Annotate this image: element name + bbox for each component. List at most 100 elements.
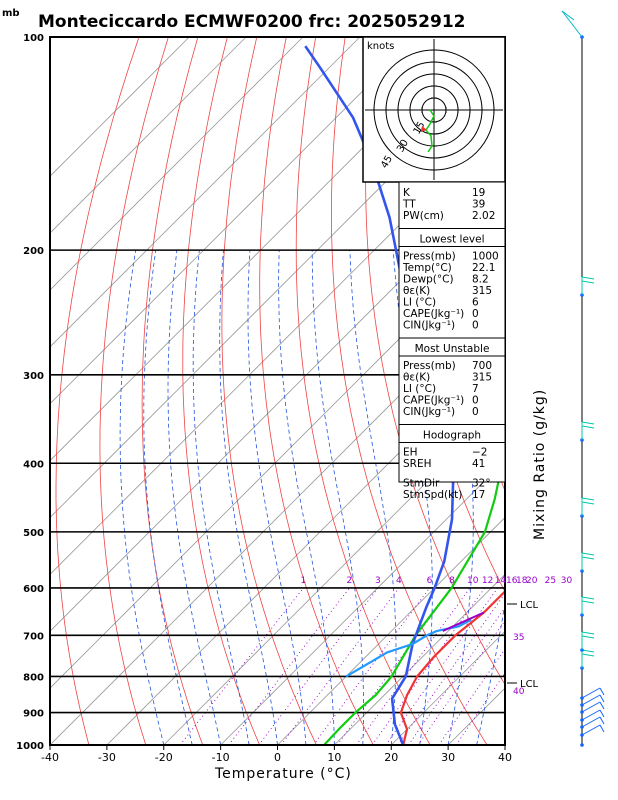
wind-barb xyxy=(599,701,605,710)
index-label: SREH xyxy=(403,458,432,470)
index-label: CAPE(Jkg⁻¹) xyxy=(403,395,464,407)
isotherm xyxy=(50,37,361,348)
lifted-segment xyxy=(442,611,485,632)
wind-barb xyxy=(581,653,595,657)
moist-adiabat xyxy=(476,250,505,745)
pressure-tick-400: 400 xyxy=(23,459,44,470)
isotherm xyxy=(163,403,505,745)
mixing-ratio-tick-20: 20 xyxy=(526,576,538,586)
pressure-tick-labels: 100 200 300 400 500 600 700 800 900 1000 xyxy=(16,33,44,752)
wind-barb xyxy=(581,552,595,556)
index-value: 7 xyxy=(472,383,479,395)
indices-section-header: Most Unstable xyxy=(415,343,490,355)
mixing-ratio-line xyxy=(385,587,499,745)
mixing-ratio-tick-16: 16 xyxy=(506,576,518,586)
pressure-tick-1000: 1000 xyxy=(16,741,44,752)
chart-title: Monteciccardo ECMWF0200 frc: 2025052912 xyxy=(38,12,466,32)
isotherm xyxy=(50,37,247,234)
mixing-ratio-line xyxy=(408,606,505,745)
pressure-tick-600: 600 xyxy=(23,584,44,595)
index-value: 0 xyxy=(472,308,479,320)
index-label: EH xyxy=(403,447,418,459)
wind-barb xyxy=(581,280,595,284)
index-value: 17 xyxy=(472,489,485,501)
index-label: θε(K) xyxy=(403,372,430,384)
y-unit-label: mb xyxy=(2,8,20,19)
index-value: 2.02 xyxy=(472,210,495,222)
index-value: −2 xyxy=(472,447,487,459)
wind-profile xyxy=(561,10,605,747)
wind-barb xyxy=(581,649,595,653)
isotherm xyxy=(220,460,505,745)
x-tick--40: -40 xyxy=(41,751,59,764)
mixing-ratio-tick-2: 2 xyxy=(347,576,353,586)
moist-adiabat xyxy=(143,250,193,745)
dry-adiabat xyxy=(259,37,374,745)
storm-motion-marker xyxy=(421,126,427,132)
moist-adiabat xyxy=(219,250,278,745)
dry-adiabat xyxy=(221,37,317,745)
wind-barb xyxy=(599,716,605,725)
mixing-ratio-label: Mixing Ratio (g/kg) xyxy=(532,389,548,540)
lcl-label-lower: LCL xyxy=(520,679,539,690)
wind-barb xyxy=(581,724,601,736)
x-tick--10: -10 xyxy=(212,751,230,764)
dry-adiabat xyxy=(99,37,169,745)
pressure-tick-700: 700 xyxy=(23,631,44,642)
mixing-ratio-tick-1: 1 xyxy=(301,576,307,586)
mixing-ratio-line xyxy=(355,587,471,745)
index-value: 0 xyxy=(472,395,479,407)
wind-barb xyxy=(581,716,601,728)
wind-barb xyxy=(599,709,605,718)
temperature-profile xyxy=(399,589,505,745)
mixing-ratio-tick-14: 14 xyxy=(495,576,507,586)
mixing-ratio-line xyxy=(228,587,350,745)
x-axis-label: Temperature (°C) xyxy=(214,766,352,782)
mixing-ratio-tick-6: 6 xyxy=(427,576,433,586)
index-label: TT xyxy=(402,199,416,211)
index-value: 32° xyxy=(472,478,491,490)
dry-adiabat xyxy=(492,37,505,216)
wind-barb xyxy=(581,497,595,501)
wind-barb xyxy=(561,10,583,38)
index-label: θε(K) xyxy=(403,285,430,297)
index-value: 41 xyxy=(472,458,485,470)
mixing-ratio-tick-25: 25 xyxy=(545,576,556,586)
x-tick--20: -20 xyxy=(155,751,173,764)
index-value: 1000 xyxy=(472,251,499,263)
mixing-ratio-tick-10: 10 xyxy=(467,576,479,586)
index-label: StmDir xyxy=(403,478,440,490)
wind-barb xyxy=(599,694,605,703)
moist-adiabat xyxy=(167,250,221,745)
pressure-tick-500: 500 xyxy=(23,528,44,539)
index-label: Temp(°C) xyxy=(402,262,452,274)
hodograph-units: knots xyxy=(367,41,394,52)
index-label: StmSpd(kt) xyxy=(403,489,462,501)
mixing-ratio-tick-30: 30 xyxy=(561,576,573,586)
dry-adiabat xyxy=(581,37,618,745)
indices-panel: K 19 TT 39 PW(cm) 2.02 Lowest level Press(mb) 10… xyxy=(398,181,506,501)
index-label: K xyxy=(403,187,411,199)
mixing-ratio-line xyxy=(455,672,505,745)
index-value: 22.1 xyxy=(472,262,495,274)
mixing-ratio-tick-18: 18 xyxy=(516,576,528,586)
dry-adiabat xyxy=(365,37,505,686)
indices-frame xyxy=(398,181,506,483)
index-label: LI (°C) xyxy=(403,297,436,309)
pressure-tick-900: 900 xyxy=(23,709,44,720)
wind-barb xyxy=(581,556,595,560)
temperature-tick-labels: -40 -30 -20 -10 0 10 20 30 40 xyxy=(41,745,512,764)
wind-barb xyxy=(561,10,575,21)
wind-barb xyxy=(581,701,601,713)
hodograph-grid xyxy=(365,39,503,180)
dry-adiabat xyxy=(141,37,204,745)
wind-barb xyxy=(581,421,595,425)
mixing-ratio-line xyxy=(397,592,505,745)
wind-barb xyxy=(581,631,595,635)
index-value: 0 xyxy=(472,320,479,332)
moist-adiabat xyxy=(119,250,165,745)
pressure-tick-300: 300 xyxy=(23,371,44,382)
index-label: Press(mb) xyxy=(403,251,456,263)
moist-adiabat xyxy=(247,250,307,745)
